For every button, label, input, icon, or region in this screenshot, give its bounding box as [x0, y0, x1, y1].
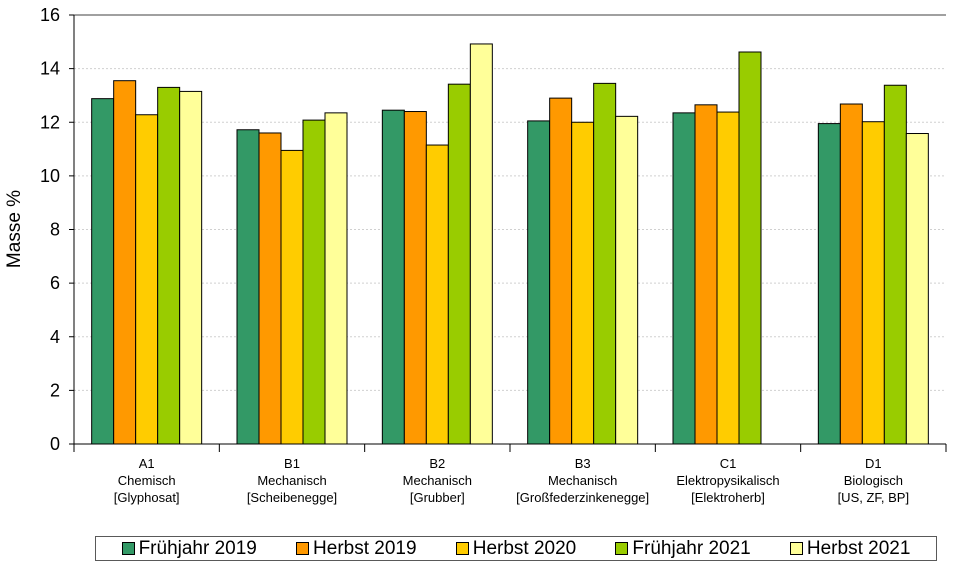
legend-item: Herbst 2019	[296, 538, 417, 560]
bar	[258, 132, 282, 445]
x-tick-label: A1	[139, 456, 155, 471]
legend-swatch	[121, 542, 135, 555]
bar	[549, 97, 573, 445]
y-tick-label: 14	[40, 59, 60, 79]
bar	[905, 133, 929, 445]
y-tick-label: 10	[40, 166, 60, 186]
legend-swatch	[455, 542, 469, 555]
x-tick-label: [Elektroherb]	[691, 490, 765, 505]
bar	[381, 109, 405, 445]
x-tick-label: [Grubber]	[410, 490, 465, 505]
legend-label: Frühjahr 2019	[138, 537, 257, 559]
bar	[694, 104, 718, 445]
bar	[817, 123, 841, 445]
bar	[135, 114, 159, 445]
bar	[403, 111, 427, 445]
bar	[861, 121, 885, 445]
bar	[447, 83, 471, 445]
legend-label: Herbst 2019	[313, 537, 417, 559]
x-tick-label: [US, ZF, BP]	[838, 490, 910, 505]
bar	[883, 84, 907, 445]
legend-swatch	[789, 542, 803, 555]
bar	[302, 119, 326, 445]
x-tick-label: Biologisch	[844, 473, 903, 488]
bar	[91, 98, 115, 445]
y-axis-label: Masse %	[4, 190, 25, 268]
legend-item: Frühjahr 2019	[121, 537, 257, 560]
x-tick-label: [Großfederzinkenegge]	[516, 490, 649, 505]
bar	[839, 103, 863, 445]
bar	[157, 86, 181, 445]
bar	[593, 82, 617, 445]
y-tick-label: 8	[50, 220, 60, 240]
y-tick-label: 2	[50, 380, 60, 400]
x-tick-label: [Scheibenegge]	[247, 490, 337, 505]
x-tick-label: Mechanisch	[403, 473, 472, 488]
x-tick-label: B1	[284, 456, 300, 471]
bar	[672, 112, 696, 445]
x-tick-label: [Glyphosat]	[114, 490, 180, 505]
bar	[113, 80, 137, 445]
legend-item: Herbst 2021	[789, 537, 911, 560]
legend-label: Frühjahr 2021	[632, 537, 751, 559]
y-tick-label: 4	[50, 327, 60, 347]
x-tick-label: B2	[429, 456, 445, 471]
legend-item: Herbst 2020	[455, 537, 577, 560]
legend-label: Herbst 2020	[472, 537, 577, 559]
x-tick-label: Elektropysikalisch	[676, 473, 779, 488]
bar	[716, 111, 740, 445]
bar	[571, 121, 595, 445]
bar	[236, 129, 260, 445]
bar	[615, 115, 639, 445]
x-tick-label: Chemisch	[118, 473, 176, 488]
legend-item: Frühjahr 2021	[615, 537, 751, 560]
bar	[179, 90, 203, 445]
legend-swatch	[615, 542, 629, 555]
x-tick-label: Mechanisch	[257, 473, 326, 488]
legend-label: Herbst 2021	[806, 537, 911, 559]
x-tick-label: Mechanisch	[548, 473, 617, 488]
bar	[425, 144, 449, 445]
y-tick-label: 12	[40, 112, 60, 132]
bar	[280, 149, 304, 445]
y-tick-label: 6	[50, 273, 60, 293]
legend-swatch	[296, 542, 310, 555]
bar	[324, 112, 348, 445]
bar	[469, 43, 493, 445]
bar	[527, 120, 551, 445]
bar	[738, 51, 762, 445]
x-tick-label: D1	[865, 456, 882, 471]
x-tick-label: B3	[575, 456, 591, 471]
x-tick-label: C1	[720, 456, 737, 471]
y-tick-label: 0	[50, 434, 60, 454]
y-tick-label: 16	[40, 5, 60, 25]
legend: Frühjahr 2019 Herbst 2019 Herbst 2020 Frühj…	[95, 536, 937, 561]
